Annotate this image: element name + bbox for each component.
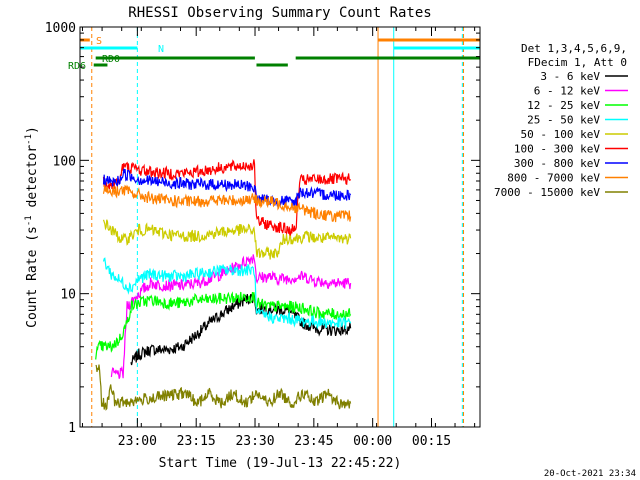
y-axis-label-part3: ) xyxy=(25,126,40,134)
y-tick-label: 100 xyxy=(53,154,76,169)
plot-frame xyxy=(79,26,481,428)
footer-timestamp: 20-Oct-2021 23:34 xyxy=(544,469,636,479)
y-tick-label: 1 xyxy=(68,421,76,436)
x-tick-label: 23:00 xyxy=(118,434,157,449)
x-axis-label: Start Time (19-Jul-13 22:45:22) xyxy=(159,456,402,471)
x-tick-label: 23:45 xyxy=(294,434,333,449)
x-tick-label: 00:00 xyxy=(353,434,392,449)
legend-label: 3 - 6 keV xyxy=(540,70,600,83)
x-tick-label: 00:15 xyxy=(412,434,451,449)
legend-label: 25 - 50 keV xyxy=(527,114,600,127)
y-axis-label: Count Rate (s-1 detector-1) xyxy=(24,126,40,328)
series-line-5 xyxy=(102,159,352,236)
legend: Det 1,3,4,5,6,9,FDecim 1, Att 03 - 6 keV… xyxy=(494,42,628,199)
legend-label: 12 - 25 keV xyxy=(527,99,600,112)
legend-label: 6 - 12 keV xyxy=(534,85,601,98)
y-axis-ticks: 1 10 100 1000 xyxy=(45,21,480,436)
series-lines xyxy=(95,159,352,411)
legend-label: 7000 - 15000 keV xyxy=(494,186,600,199)
legend-label: 100 - 300 keV xyxy=(514,143,600,156)
chart-title: RHESSI Observing Summary Count Rates xyxy=(128,5,431,21)
legend-label: 50 - 100 keV xyxy=(521,128,601,141)
state-bar-label-2: RD0 xyxy=(102,54,120,65)
state-bar-label-3: RD6 xyxy=(68,61,86,72)
state-bars: S N RD0 RD6 xyxy=(68,36,480,72)
legend-header-line: FDecim 1, Att 0 xyxy=(528,56,627,69)
y-axis-label-part2: detector xyxy=(25,145,40,216)
y-tick-label: 10 xyxy=(60,288,76,303)
series-line-7 xyxy=(102,184,352,223)
y-tick-label: 1000 xyxy=(45,21,76,36)
series-line-8 xyxy=(95,364,352,411)
x-tick-label: 23:30 xyxy=(235,434,274,449)
y-axis-label-part1: Count Rate (s xyxy=(25,226,40,328)
legend-label: 800 - 7000 keV xyxy=(507,172,600,185)
legend-header-line: Det 1,3,4,5,6,9, xyxy=(521,42,627,55)
series-line-1 xyxy=(110,254,352,379)
series-line-6 xyxy=(102,168,352,208)
y-axis-label-sup1: -1 xyxy=(24,215,34,226)
series-line-2 xyxy=(95,291,352,360)
state-bar-label-0: S xyxy=(96,36,102,47)
legend-label: 300 - 800 keV xyxy=(514,157,600,170)
y-axis-label-sup2: -1 xyxy=(24,134,34,145)
x-axis-ticks: 23:00 23:15 23:30 23:45 00:00 00:15 xyxy=(81,27,476,449)
state-bar-label-1: N xyxy=(158,44,164,55)
x-tick-label: 23:15 xyxy=(177,434,216,449)
series-line-3 xyxy=(102,257,352,330)
series-line-4 xyxy=(102,219,352,260)
